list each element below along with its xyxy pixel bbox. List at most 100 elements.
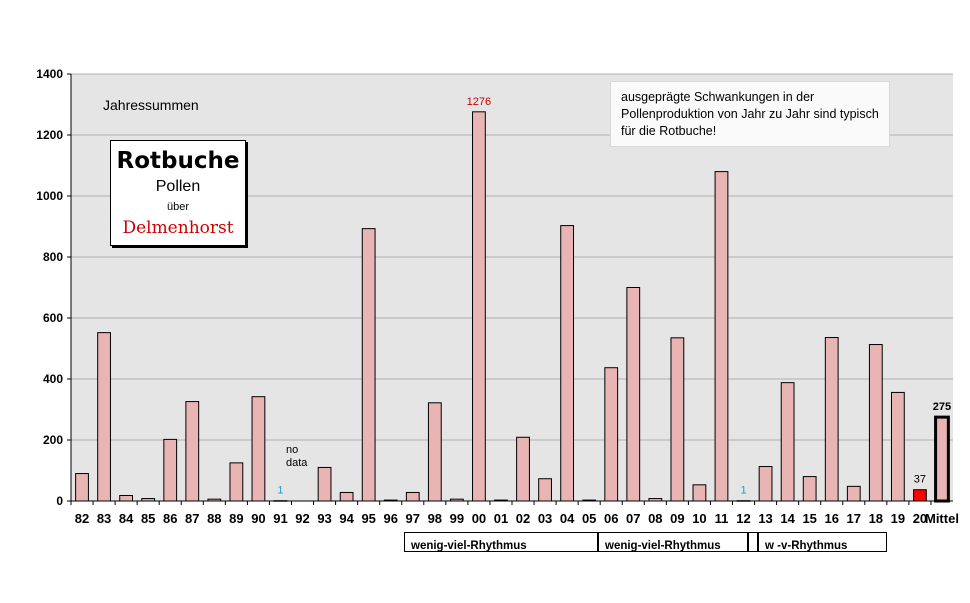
chart-subtitle: Jahressummen — [103, 97, 199, 113]
bar-13 — [758, 466, 773, 502]
rhythm-box-2: wenig-viel-Rhythmus — [598, 532, 748, 552]
bar-83 — [97, 332, 111, 502]
bar-04 — [560, 225, 575, 502]
x-tick-label: 87 — [185, 511, 199, 526]
bar-87 — [185, 401, 200, 502]
title-ueber: über — [166, 201, 190, 213]
x-tick-label: 91 — [273, 511, 287, 526]
chart-title: Rotbuche — [116, 148, 240, 174]
bar-07 — [626, 287, 641, 502]
y-tick-label: 800 — [43, 250, 63, 264]
x-tick-label: 10 — [692, 511, 706, 526]
y-tick-label: 0 — [56, 494, 63, 508]
rhythm-box-spacer — [748, 532, 758, 552]
x-tick-label: 85 — [141, 511, 155, 526]
title-pollen: Pollen — [155, 178, 201, 195]
annotation-note: ausgeprägte Schwankungen in der Pollenpr… — [610, 81, 890, 147]
y-tick-label: 600 — [43, 311, 63, 325]
x-tick-label: 14 — [780, 511, 795, 526]
bar-02 — [516, 436, 530, 502]
bar-82 — [75, 473, 89, 502]
bar-93 — [317, 466, 332, 502]
bar-98 — [427, 402, 442, 502]
bar-00 — [472, 111, 486, 502]
x-tick-label: 11 — [715, 511, 729, 526]
x-tick-label: 95 — [361, 511, 375, 526]
bar-14 — [780, 382, 795, 502]
bar-84 — [119, 495, 134, 502]
x-tick-label: 98 — [428, 511, 442, 526]
x-tick-label: 89 — [229, 511, 243, 526]
y-tick-label: 400 — [43, 372, 63, 386]
x-tick-label: 00 — [472, 511, 486, 526]
x-tick-label: 84 — [119, 511, 134, 526]
x-tick-label: 04 — [560, 511, 575, 526]
x-tick-label: 19 — [891, 511, 905, 526]
y-tick-label: 1000 — [36, 189, 63, 203]
bar-03 — [538, 478, 552, 502]
x-tick-label: 93 — [317, 511, 331, 526]
data-label-00: 1276 — [467, 96, 491, 108]
bar-97 — [405, 491, 420, 502]
bar-18 — [868, 344, 883, 502]
y-tick-labels: 0 200 400 600 800 1000 1200 1400 — [36, 67, 63, 508]
bar-86 — [163, 438, 178, 502]
x-tick-label: 82 — [75, 511, 89, 526]
x-tick-label: 83 — [97, 511, 111, 526]
x-tick-label: 15 — [802, 511, 816, 526]
bar-17 — [846, 485, 861, 502]
x-tick-label: 07 — [626, 511, 640, 526]
rhythm-box-1: wenig-viel-Rhythmus — [404, 532, 598, 552]
data-label-Mittel: 275 — [933, 401, 951, 413]
bar-90 — [251, 396, 266, 502]
bar-Mittel — [934, 415, 950, 503]
x-tick-label: 05 — [582, 511, 596, 526]
x-tick-label: 20 — [913, 511, 927, 526]
bar-15 — [802, 476, 817, 502]
x-tick-label: 90 — [251, 511, 265, 526]
x-tick-label: 18 — [869, 511, 883, 526]
x-tick-label: 17 — [847, 511, 861, 526]
title-location: Delmenhorst — [122, 218, 234, 238]
x-tick-label: 03 — [538, 511, 552, 526]
bar-20 — [913, 489, 927, 502]
data-label-12: 1 — [740, 485, 746, 497]
data-label-91: 1 — [277, 485, 283, 497]
y-tick-label: 1200 — [36, 128, 63, 142]
bar-06 — [604, 367, 619, 502]
x-tick-label: 16 — [824, 511, 838, 526]
bar-95 — [361, 228, 376, 502]
x-tick-label: 01 — [494, 511, 508, 526]
x-tick-labels: 82 83 84 85 86 87 88 89 90 91 92 93 94 95 96 97 98 99 00 01… — [75, 511, 959, 526]
x-tick-label: 08 — [648, 511, 662, 526]
bar-16 — [824, 337, 839, 502]
bars — [75, 111, 950, 503]
x-tick-label: 94 — [339, 511, 354, 526]
x-tick-label: 12 — [736, 511, 750, 526]
y-tick-label: 200 — [43, 433, 63, 447]
x-tick-label: 88 — [207, 511, 221, 526]
x-tick-label: Mittel — [925, 511, 959, 526]
bar-19 — [890, 391, 905, 502]
bar-09 — [670, 337, 685, 502]
x-tick-label: 86 — [163, 511, 177, 526]
x-tick-label: 02 — [516, 511, 530, 526]
x-tick-label: 09 — [670, 511, 684, 526]
bar-10 — [692, 484, 707, 502]
x-tick-label: 06 — [604, 511, 618, 526]
bar-89 — [229, 462, 244, 502]
no-data-label: no data — [286, 444, 308, 469]
data-label-20: 37 — [914, 474, 926, 486]
y-tick-label: 1400 — [36, 67, 63, 81]
axes — [67, 73, 953, 505]
x-tick-label: 96 — [383, 511, 397, 526]
x-tick-label: 97 — [406, 511, 420, 526]
title-box: Rotbuche Pollen über Delmenhorst — [110, 140, 246, 246]
x-tick-label: 99 — [450, 511, 464, 526]
bar-94 — [339, 491, 354, 502]
bar-11 — [714, 171, 729, 502]
x-tick-label: 92 — [295, 511, 309, 526]
rhythm-box-3: w -v-Rhythmus — [758, 532, 887, 552]
data-labels: 1 1276 1 37 275 — [277, 96, 951, 497]
x-tick-label: 13 — [758, 511, 772, 526]
